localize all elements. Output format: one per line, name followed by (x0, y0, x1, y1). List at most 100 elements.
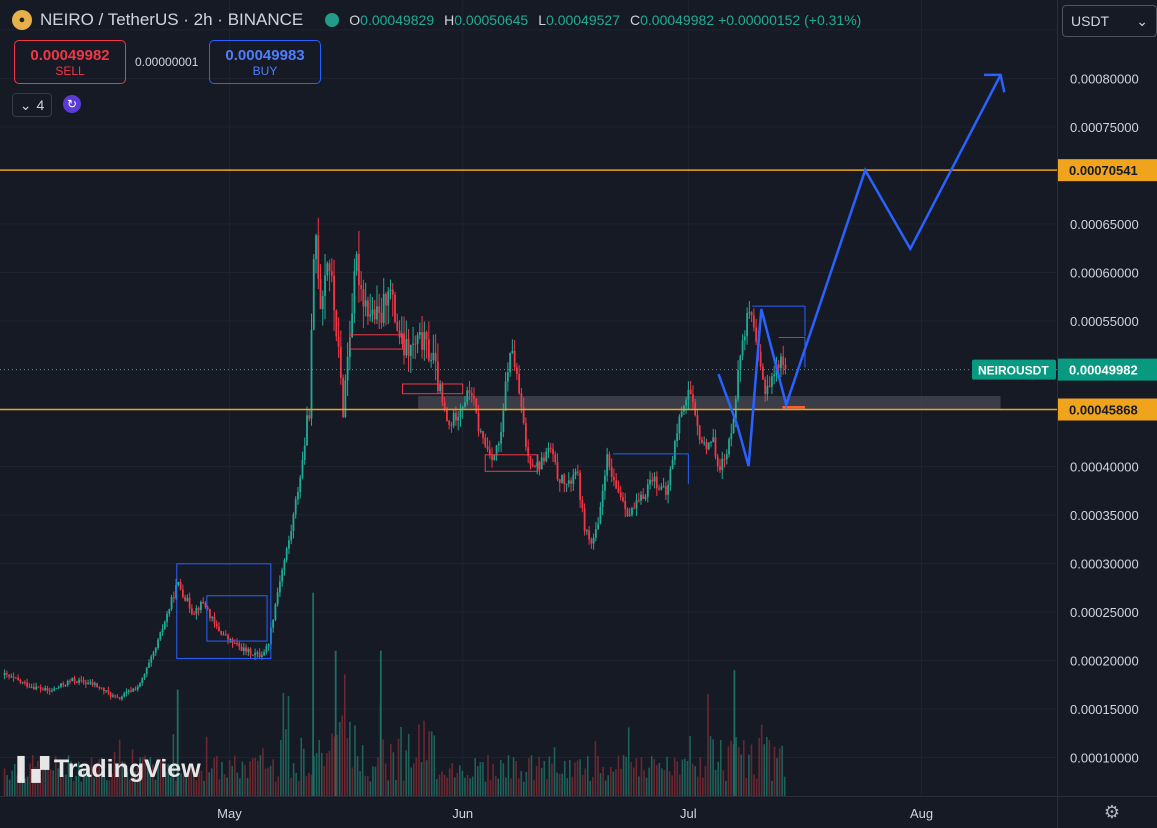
volume-bar (712, 739, 714, 796)
order-block (176, 563, 272, 660)
volume-bar (584, 768, 586, 796)
market-status-icon[interactable] (325, 13, 340, 27)
sell-label: SELL (55, 63, 85, 78)
volume-bar (200, 770, 203, 796)
symbol-title[interactable]: NEIRO / TetherUS · 2h · BINANCE (40, 10, 304, 29)
buy-button[interactable]: 0.00049983 BUY (209, 40, 321, 84)
volume-bar (451, 763, 453, 796)
volume-bar (310, 774, 313, 796)
volume-bar (49, 769, 52, 796)
volume-bar (326, 753, 328, 796)
candle-body (209, 609, 211, 619)
candle-body (222, 634, 225, 636)
volume-bar (753, 774, 755, 796)
y-tick-label: 0.00080000 (1070, 71, 1139, 86)
volume-bar (781, 745, 783, 796)
volume-bar (239, 778, 241, 796)
candle-body (288, 540, 290, 549)
volume-bar (366, 776, 369, 796)
volume-bar (290, 777, 292, 796)
candle-body (102, 687, 105, 692)
volume-bar (418, 724, 420, 796)
candle-body (19, 680, 22, 683)
order-block (484, 454, 539, 472)
candle-body (346, 356, 349, 381)
y-tick-label: 0.00040000 (1070, 459, 1139, 474)
volume-bar (134, 771, 136, 796)
volume-bar (597, 755, 599, 796)
candle-body (716, 456, 719, 467)
volume-bar (185, 772, 187, 796)
candle-body (360, 285, 363, 290)
candle-body (358, 253, 360, 286)
volume-bar (546, 779, 548, 796)
candle-body (12, 676, 15, 678)
watermark-text: TradingView (53, 755, 201, 783)
y-tick-label: 0.00020000 (1070, 653, 1139, 668)
candle-body (337, 336, 340, 347)
volume-bar (502, 763, 505, 796)
candle-body (69, 680, 71, 682)
volume-bar (334, 650, 337, 796)
chart-settings-icon[interactable]: ⚙ (1103, 802, 1121, 822)
candle-body (236, 643, 238, 645)
volume-bar (415, 757, 418, 796)
candle-body (355, 253, 358, 272)
candle-body (319, 278, 322, 310)
tradingview-logo-icon: ▍▞ (18, 756, 49, 782)
volume-bar (533, 779, 535, 796)
close-value: 0.00049982 (640, 12, 715, 28)
volume-bar (640, 757, 643, 796)
volume-bar (141, 757, 144, 796)
candle-body (179, 581, 182, 590)
candle-body (714, 437, 717, 457)
volume-bar (540, 767, 543, 796)
candle-body (470, 393, 473, 397)
candle-body (604, 475, 606, 491)
volume-bar (95, 763, 98, 796)
volume-bar (88, 768, 90, 796)
volume-bar (671, 775, 673, 796)
volume-bar (740, 754, 743, 796)
volume-bar (783, 776, 786, 796)
sell-button[interactable]: 0.00049982 SELL (14, 40, 126, 84)
candle-body (396, 321, 399, 331)
candle-body (685, 400, 688, 406)
volume-bar (492, 763, 494, 796)
indicators-toggle[interactable]: ⌄ 4 (12, 93, 52, 117)
volume-bar (574, 762, 576, 796)
volume-bar (116, 770, 118, 796)
candle-body (30, 686, 33, 688)
volume-bar (446, 777, 448, 796)
volume-bar (264, 768, 267, 796)
volume-bar (24, 778, 26, 796)
chevron-down-icon: ⌄ (1136, 12, 1148, 29)
volume-bar (482, 762, 484, 796)
volume-bar (566, 778, 569, 796)
candle-body (592, 537, 595, 544)
currency-select[interactable]: USDT ⌄ (1062, 5, 1157, 37)
candle-body (689, 389, 692, 395)
volume-bar (750, 744, 753, 796)
candle-body (258, 652, 261, 657)
candle-body (527, 447, 530, 457)
candle-body (233, 643, 236, 645)
candle-body (190, 608, 193, 614)
volume-bar (31, 754, 34, 796)
sync-icon[interactable]: ↻ (63, 95, 81, 113)
volume-bar (72, 781, 75, 796)
volume-bar (221, 762, 223, 796)
volume-bar (684, 758, 686, 796)
volume-bar (510, 778, 512, 796)
candle-body (563, 474, 566, 484)
volume-bar (525, 772, 528, 796)
candle-body (181, 589, 184, 597)
volume-bar (195, 780, 198, 796)
volume-bar (635, 758, 638, 796)
candle-body (394, 294, 396, 322)
candle-body (669, 469, 672, 486)
candle-body (285, 548, 288, 561)
volume-bar (351, 767, 354, 796)
candle-body (601, 490, 604, 508)
